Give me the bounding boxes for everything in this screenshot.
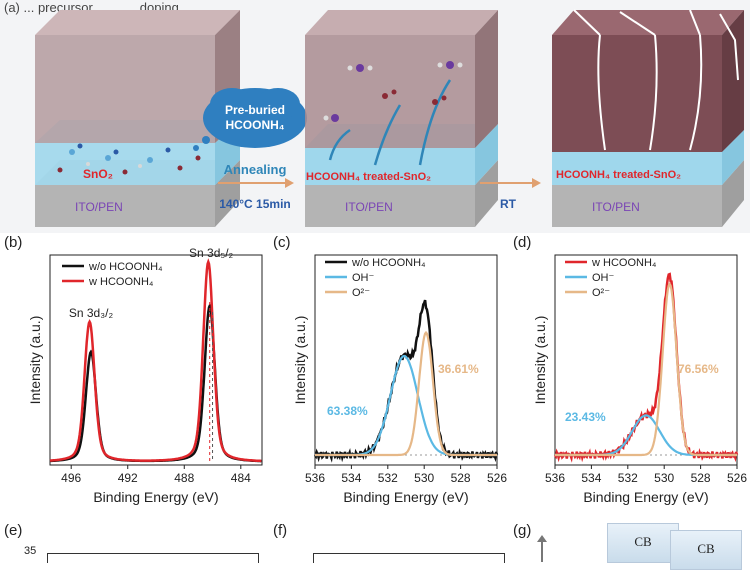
annealing-arrowhead [285, 178, 294, 188]
x-tick-label: 536 [545, 471, 565, 485]
panel-f-frame [313, 553, 505, 563]
x-axis-label: Binding Energy (eV) [343, 489, 468, 505]
o2-fit-line [315, 330, 497, 457]
cloud-text-line2: HCOONH₄ [225, 118, 284, 132]
panel-e-frame [47, 553, 259, 563]
panel-e-ytick: 35 [24, 545, 37, 557]
preburied-cloud-icon [193, 88, 307, 151]
series-line [49, 258, 262, 463]
plot-frame [49, 254, 263, 466]
oh-percent-label: 23.43% [565, 410, 606, 424]
stage3-grain-boundaries [573, 9, 739, 151]
rt-label: RT [500, 197, 517, 211]
stage2-gas-arrows [328, 79, 452, 166]
rt-arrowhead [532, 178, 541, 188]
x-tick-label: 532 [618, 471, 638, 485]
panel-g-axis [541, 540, 543, 562]
panel-e-label: (e) [4, 522, 23, 539]
y-axis-label: Intensity (a.u.) [532, 316, 548, 405]
x-axis-label: Binding Energy (eV) [93, 489, 218, 505]
panel-g-cb-box-1: CB [607, 523, 679, 563]
panel-g-cb-box-2: CB [670, 530, 742, 570]
panel-d-label: (d) [513, 234, 532, 251]
stage2-molecules [323, 61, 463, 122]
x-tick-label: 496 [61, 471, 81, 485]
stage1-substrate-label: ITO/PEN [75, 200, 123, 214]
legend-entry: OH⁻ [352, 272, 375, 284]
oh-percent-label: 63.38% [327, 404, 368, 418]
measured-spectrum-line [313, 299, 499, 463]
legend-entry: OH⁻ [592, 272, 615, 284]
x-tick-label: 534 [341, 471, 361, 485]
annotation-sn3d32: Sn 3d₃/₂ [69, 306, 114, 320]
x-tick-label: 530 [654, 471, 674, 485]
legend-entry: w HCOONH₄ [88, 276, 154, 288]
legend-entry: O²⁻ [352, 287, 370, 299]
stage3-substrate-label: ITO/PEN [592, 200, 640, 214]
x-tick-label: 526 [487, 471, 507, 485]
stage2-layer-label: HCOONH₄ treated-SnO₂ [306, 171, 431, 183]
x-tick-label: 488 [174, 471, 194, 485]
x-tick-label: 528 [451, 471, 471, 485]
stage3-layer-label: HCOONH₄ treated-SnO₂ [556, 169, 681, 181]
panel-b-label: (b) [4, 234, 23, 251]
o2-percent-label: 76.56% [678, 362, 719, 376]
legend-entry: w HCOONH₄ [591, 257, 657, 269]
process-scheme: (a) ... precursor ... ... ... doping ...… [0, 0, 750, 233]
stage1-layer-label: SnO₂ [83, 167, 113, 181]
panel-c-label: (c) [273, 234, 291, 251]
series-line [49, 302, 262, 463]
x-tick-label: 526 [727, 471, 747, 485]
x-tick-label: 536 [305, 471, 325, 485]
x-tick-label: 484 [231, 471, 251, 485]
x-axis-label: Binding Energy (eV) [583, 489, 708, 505]
x-tick-label: 528 [691, 471, 711, 485]
x-tick-label: 530 [414, 471, 434, 485]
stage3-stack [552, 10, 744, 227]
stage1-molecules [57, 143, 201, 175]
panel-g-label: (g) [513, 522, 532, 539]
panel-f-label: (f) [273, 522, 288, 539]
x-tick-label: 492 [118, 471, 138, 485]
xps-sn3d-chart: 496 492 488 484 Binding Energy (eV) Intensity… [27, 246, 263, 505]
x-tick-label: 534 [581, 471, 601, 485]
annealing-condition: 140°C 15min [219, 197, 291, 211]
panel-g-arrow-icon [537, 535, 547, 542]
legend-entry: O²⁻ [592, 287, 610, 299]
annotation-sn3d52: Sn 3d₅/₂ [189, 246, 234, 260]
annealing-label: Annealing [224, 162, 287, 177]
y-axis-label: Intensity (a.u.) [292, 316, 308, 405]
plot-frame [554, 254, 738, 466]
stage2-stack [305, 10, 498, 227]
o2-fit-line [555, 281, 737, 457]
xps-o1s-with-chart: 536 534 532 530 528 526 Binding Energy (eV) Int… [532, 254, 747, 505]
legend-entry: w/o HCOONH₄ [351, 257, 426, 269]
legend-entry: w/o HCOONH₄ [88, 261, 163, 273]
xps-o1s-without-chart: 536 534 532 530 528 526 Binding Energy (eV) Int… [292, 254, 507, 505]
stage2-substrate-label: ITO/PEN [345, 200, 393, 214]
plot-frame [314, 254, 498, 466]
o2-percent-label: 36.61% [438, 362, 479, 376]
cloud-text-line1: Pre-buried [225, 103, 285, 117]
x-tick-label: 532 [378, 471, 398, 485]
y-axis-label: Intensity (a.u.) [27, 316, 43, 405]
